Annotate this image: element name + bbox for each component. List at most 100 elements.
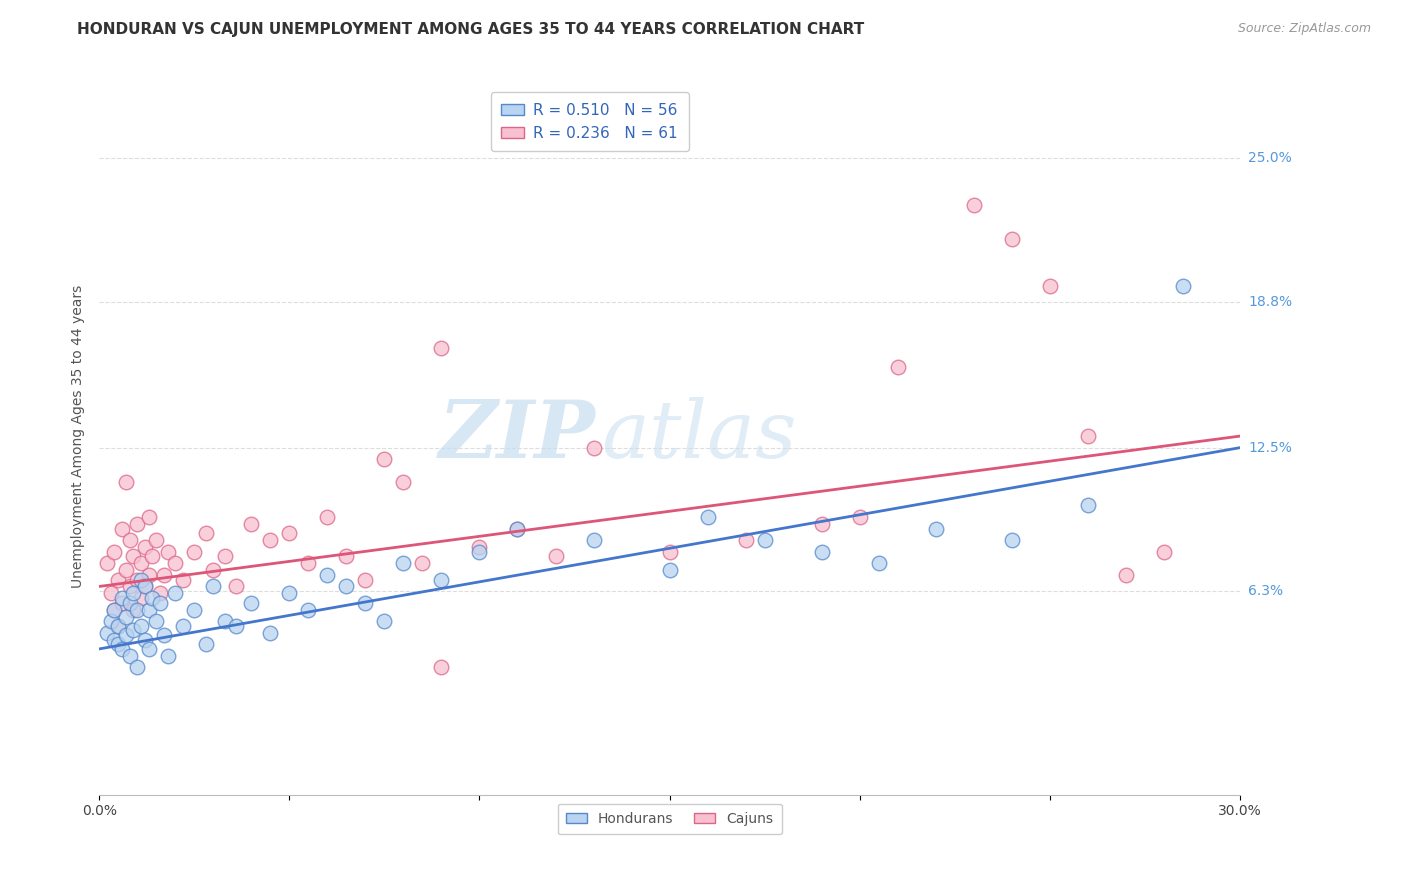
Point — [122, 602, 145, 616]
Point — [214, 549, 236, 564]
Point — [582, 441, 605, 455]
Point — [127, 660, 149, 674]
Point — [134, 632, 156, 647]
Legend: Hondurans, Cajuns: Hondurans, Cajuns — [558, 804, 782, 834]
Point — [122, 624, 145, 638]
Point — [127, 573, 149, 587]
Point — [111, 522, 134, 536]
Point — [754, 533, 776, 548]
Point — [582, 533, 605, 548]
Point — [134, 540, 156, 554]
Point — [114, 563, 136, 577]
Point — [103, 602, 125, 616]
Point — [165, 586, 187, 600]
Point — [392, 557, 415, 571]
Point — [107, 637, 129, 651]
Point — [278, 586, 301, 600]
Point — [96, 557, 118, 571]
Point — [430, 573, 453, 587]
Point — [278, 526, 301, 541]
Point — [373, 614, 395, 628]
Point — [297, 602, 319, 616]
Point — [149, 596, 172, 610]
Text: 12.5%: 12.5% — [1249, 441, 1292, 455]
Point — [335, 549, 357, 564]
Text: Source: ZipAtlas.com: Source: ZipAtlas.com — [1237, 22, 1371, 36]
Point — [145, 614, 167, 628]
Point — [354, 573, 377, 587]
Point — [1039, 278, 1062, 293]
Point — [107, 573, 129, 587]
Point — [810, 516, 832, 531]
Point — [259, 533, 281, 548]
Point — [183, 545, 205, 559]
Point — [658, 545, 681, 559]
Point — [118, 579, 141, 593]
Point — [138, 642, 160, 657]
Point — [129, 557, 152, 571]
Point — [734, 533, 756, 548]
Point — [141, 549, 163, 564]
Point — [114, 628, 136, 642]
Point — [658, 563, 681, 577]
Point — [172, 619, 194, 633]
Point — [114, 475, 136, 490]
Point — [316, 568, 339, 582]
Point — [810, 545, 832, 559]
Text: 18.8%: 18.8% — [1249, 295, 1292, 309]
Point — [134, 579, 156, 593]
Point — [297, 557, 319, 571]
Point — [392, 475, 415, 490]
Point — [411, 557, 433, 571]
Text: 6.3%: 6.3% — [1249, 584, 1284, 599]
Point — [849, 510, 872, 524]
Point — [100, 614, 122, 628]
Point — [506, 522, 529, 536]
Text: HONDURAN VS CAJUN UNEMPLOYMENT AMONG AGES 35 TO 44 YEARS CORRELATION CHART: HONDURAN VS CAJUN UNEMPLOYMENT AMONG AGE… — [77, 22, 865, 37]
Point — [129, 619, 152, 633]
Point — [114, 609, 136, 624]
Point — [868, 557, 890, 571]
Point — [696, 510, 718, 524]
Point — [156, 648, 179, 663]
Point — [111, 591, 134, 605]
Point — [202, 579, 225, 593]
Point — [202, 563, 225, 577]
Point — [118, 648, 141, 663]
Point — [887, 359, 910, 374]
Point — [544, 549, 567, 564]
Point — [129, 591, 152, 605]
Point — [316, 510, 339, 524]
Point — [145, 533, 167, 548]
Point — [165, 557, 187, 571]
Point — [152, 568, 174, 582]
Point — [138, 568, 160, 582]
Point — [149, 586, 172, 600]
Point — [134, 579, 156, 593]
Point — [1001, 533, 1024, 548]
Point — [1077, 429, 1099, 443]
Point — [111, 642, 134, 657]
Point — [335, 579, 357, 593]
Point — [1171, 278, 1194, 293]
Point — [118, 533, 141, 548]
Y-axis label: Unemployment Among Ages 35 to 44 years: Unemployment Among Ages 35 to 44 years — [72, 285, 86, 588]
Point — [122, 586, 145, 600]
Text: ZIP: ZIP — [439, 397, 596, 475]
Point — [141, 591, 163, 605]
Point — [1001, 232, 1024, 246]
Point — [354, 596, 377, 610]
Point — [225, 579, 247, 593]
Text: atlas: atlas — [602, 397, 797, 475]
Point — [240, 516, 263, 531]
Point — [172, 573, 194, 587]
Point — [111, 596, 134, 610]
Point — [373, 452, 395, 467]
Point — [194, 637, 217, 651]
Point — [103, 602, 125, 616]
Point — [1153, 545, 1175, 559]
Point — [96, 625, 118, 640]
Point — [430, 341, 453, 355]
Point — [963, 197, 986, 211]
Point — [194, 526, 217, 541]
